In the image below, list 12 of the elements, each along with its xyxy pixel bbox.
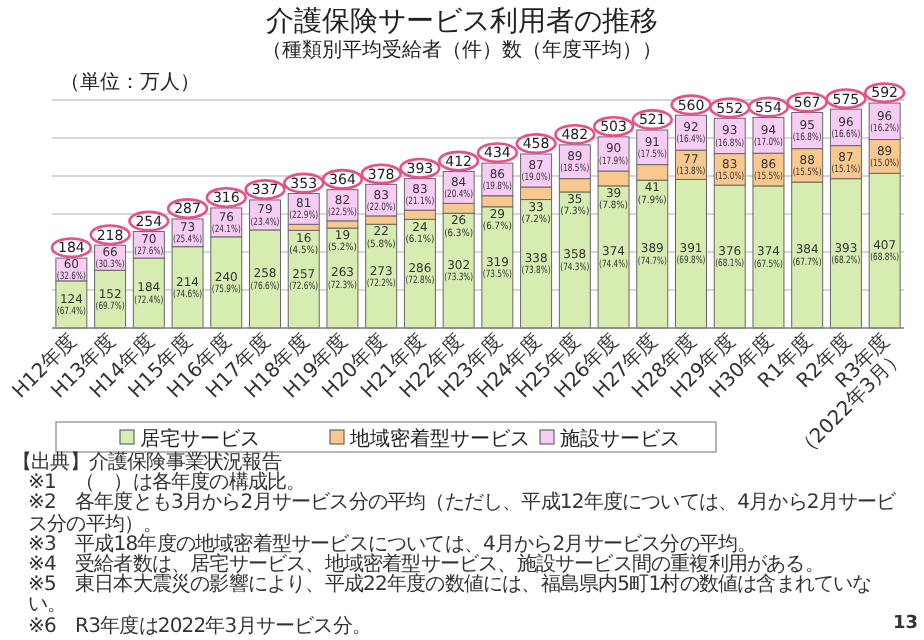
legend-label: 施設サービス [560, 427, 680, 451]
legend-label: 居宅サービス [140, 427, 260, 451]
ylabel: （単位：万人） [60, 72, 200, 94]
legend-label: 地域密着型サービス [348, 427, 530, 451]
text: ※6 R3年度は2022年3月サービス分。 [28, 615, 371, 638]
title: 介護保険サービス利用者の推移 [266, 6, 658, 38]
text: 【出典】介護保険事業状況報告 [12, 452, 281, 474]
text: ※2 各年度とも3月から2月サービス分の平均（ただし、平成12年度については、4月から2月サービス分の平均）。 [26, 492, 898, 536]
text: 13 [892, 614, 918, 634]
text: ※3 平成18年度の地域密着型サービスについては、4月から2月サービス分の平均。 [26, 533, 757, 556]
text: ※5 東日本大震災の影響により、平成22年度の数値には、福島県内5町1村の数値は含まれていない。 [26, 574, 874, 617]
subtitle: （種類別平均受給者（件）数（年度平均）） [262, 40, 662, 62]
